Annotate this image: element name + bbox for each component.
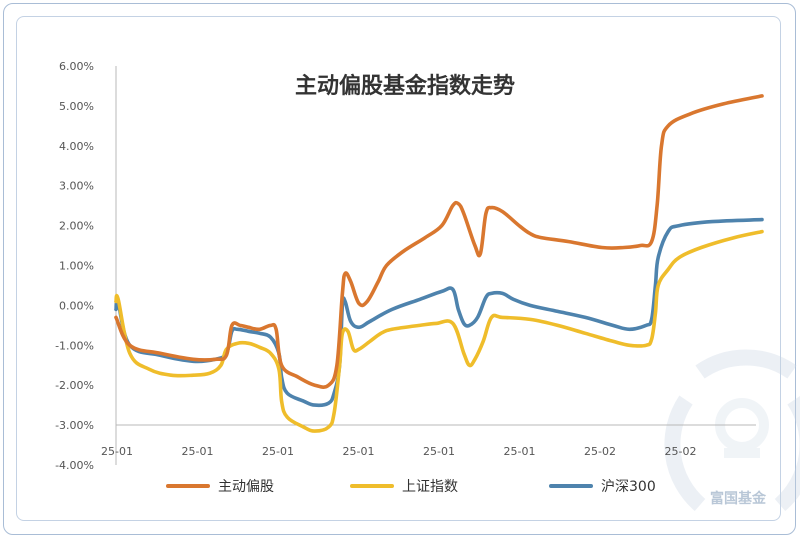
x-tick-label: 25-02 bbox=[584, 445, 616, 458]
x-tick-label: 25-01 bbox=[262, 445, 294, 458]
y-tick-label: -2.00% bbox=[55, 379, 94, 392]
x-tick-label: 25-01 bbox=[182, 445, 214, 458]
chart-inner-frame bbox=[16, 16, 781, 521]
y-tick-label: 4.00% bbox=[59, 140, 94, 153]
y-tick-label: 1.00% bbox=[59, 260, 94, 273]
y-tick-label: 6.00% bbox=[59, 60, 94, 73]
series-line-1 bbox=[114, 94, 764, 389]
watermark-text: 富国基金 bbox=[710, 490, 767, 507]
y-tick-label: 2.00% bbox=[59, 220, 94, 233]
legend-label: 沪深300 bbox=[601, 479, 656, 495]
chart-title: 主动偏股基金指数走势 bbox=[295, 73, 515, 99]
legend: 主动偏股 上证指数 沪深300 bbox=[166, 479, 656, 495]
fuguo-logo-icon bbox=[664, 349, 800, 512]
y-tick-label: -4.00% bbox=[55, 459, 94, 472]
y-tick-label: -1.00% bbox=[55, 339, 94, 352]
y-tick-label: 0.00% bbox=[59, 299, 94, 312]
x-tick-label: 25-01 bbox=[504, 445, 536, 458]
series-lines bbox=[114, 94, 764, 433]
legend-label: 主动偏股 bbox=[218, 479, 274, 495]
x-tick-label: 25-01 bbox=[423, 445, 455, 458]
y-tick-labels: 6.00% 5.00% 4.00% 3.00% 2.00% 1.00% 0.00% -1.00… bbox=[55, 60, 94, 472]
x-tick-labels: 25-01 25-01 25-01 25-01 25-01 25-01 25-02 25-02 bbox=[101, 445, 696, 458]
x-tick-label: 25-01 bbox=[343, 445, 375, 458]
y-tick-label: 5.00% bbox=[59, 100, 94, 113]
legend-label: 上证指数 bbox=[402, 479, 458, 495]
series-line-2 bbox=[114, 229, 764, 433]
y-tick-label: 3.00% bbox=[59, 180, 94, 193]
series-line-3 bbox=[114, 217, 764, 408]
x-tick-label: 25-01 bbox=[101, 445, 133, 458]
y-tick-label: -3.00% bbox=[55, 419, 94, 432]
x-tick-label: 25-02 bbox=[665, 445, 697, 458]
